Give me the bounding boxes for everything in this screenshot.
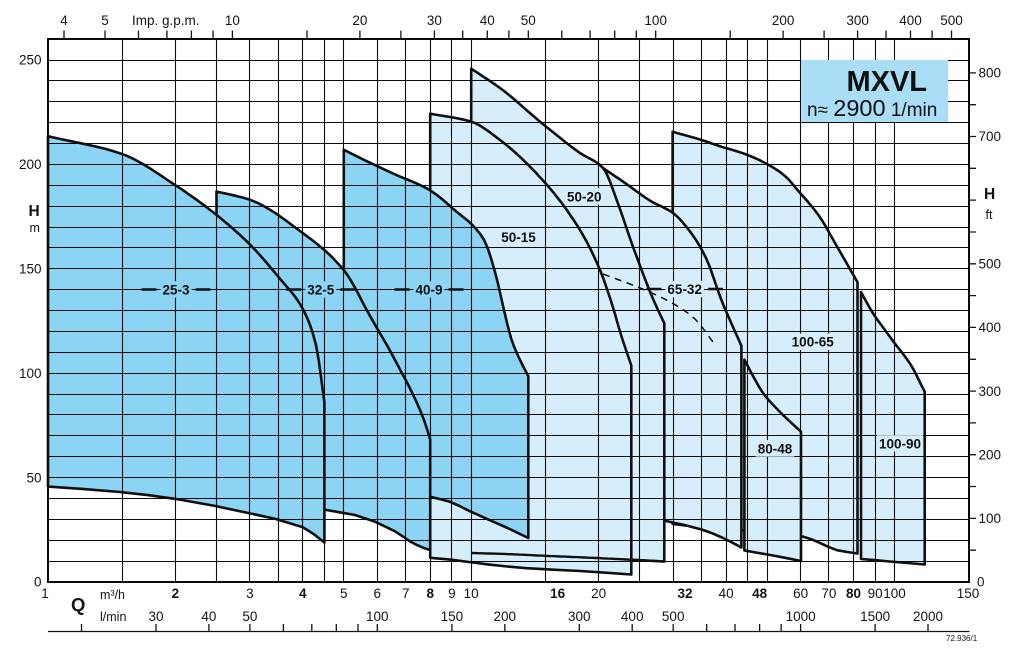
- svg-text:400: 400: [979, 320, 1002, 335]
- svg-text:500: 500: [940, 13, 963, 28]
- svg-text:500: 500: [662, 609, 685, 624]
- svg-text:200: 200: [772, 13, 795, 28]
- svg-text:4: 4: [299, 586, 307, 601]
- svg-text:Q: Q: [71, 594, 85, 615]
- svg-text:90: 90: [868, 586, 883, 601]
- svg-text:5: 5: [101, 13, 109, 28]
- svg-text:150: 150: [957, 586, 980, 601]
- svg-text:80-48: 80-48: [758, 441, 793, 456]
- svg-text:1000: 1000: [786, 609, 816, 624]
- svg-text:l/min: l/min: [100, 610, 126, 624]
- svg-text:m: m: [30, 221, 40, 235]
- svg-text:300: 300: [979, 384, 1002, 399]
- svg-text:50-20: 50-20: [567, 189, 602, 204]
- svg-text:50: 50: [26, 470, 41, 485]
- svg-text:40-9: 40-9: [415, 282, 442, 297]
- svg-text:100-65: 100-65: [792, 335, 835, 350]
- svg-text:30: 30: [148, 609, 163, 624]
- svg-text:16: 16: [550, 586, 566, 601]
- svg-text:ft: ft: [986, 208, 993, 222]
- svg-text:2: 2: [172, 586, 180, 601]
- svg-text:70: 70: [821, 586, 836, 601]
- svg-text:5: 5: [340, 586, 348, 601]
- svg-text:n≈ 2900 1/min: n≈ 2900 1/min: [807, 95, 937, 121]
- svg-text:MXVL: MXVL: [846, 66, 927, 98]
- svg-text:32-5: 32-5: [307, 282, 335, 297]
- svg-text:6: 6: [374, 586, 382, 601]
- svg-text:72.936/1: 72.936/1: [946, 634, 978, 643]
- svg-text:100: 100: [644, 13, 667, 28]
- svg-text:3: 3: [246, 586, 254, 601]
- svg-text:100-90: 100-90: [879, 436, 921, 451]
- svg-text:500: 500: [979, 257, 1002, 272]
- svg-text:200: 200: [19, 157, 42, 172]
- svg-text:1: 1: [41, 586, 49, 601]
- svg-text:8: 8: [426, 586, 434, 601]
- svg-text:48: 48: [752, 586, 768, 601]
- svg-text:10: 10: [464, 586, 479, 601]
- svg-text:65-32: 65-32: [667, 282, 702, 297]
- svg-text:H: H: [29, 203, 40, 220]
- svg-text:m³/h: m³/h: [100, 588, 125, 602]
- svg-text:2000: 2000: [913, 609, 943, 624]
- svg-text:1500: 1500: [860, 609, 890, 624]
- svg-text:H: H: [984, 186, 995, 203]
- svg-text:100: 100: [19, 366, 42, 381]
- svg-text:400: 400: [899, 13, 922, 28]
- svg-text:7: 7: [402, 586, 410, 601]
- svg-text:50: 50: [521, 13, 536, 28]
- svg-text:300: 300: [846, 13, 869, 28]
- svg-text:80: 80: [846, 586, 861, 601]
- svg-text:9: 9: [448, 586, 456, 601]
- svg-text:20: 20: [352, 13, 367, 28]
- svg-text:150: 150: [19, 262, 42, 277]
- svg-text:4: 4: [60, 13, 68, 28]
- svg-text:40: 40: [201, 609, 216, 624]
- svg-text:150: 150: [441, 609, 464, 624]
- svg-text:100: 100: [979, 511, 1002, 526]
- svg-text:50-15: 50-15: [501, 230, 536, 245]
- svg-text:200: 200: [979, 447, 1002, 462]
- svg-text:40: 40: [719, 586, 734, 601]
- svg-text:20: 20: [591, 586, 606, 601]
- svg-text:25-3: 25-3: [162, 282, 190, 297]
- svg-text:0: 0: [977, 575, 985, 590]
- svg-text:800: 800: [979, 66, 1002, 81]
- svg-text:100: 100: [883, 586, 906, 601]
- svg-text:32: 32: [677, 586, 692, 601]
- svg-text:300: 300: [568, 609, 591, 624]
- svg-text:100: 100: [366, 609, 389, 624]
- svg-text:Imp. g.p.m.: Imp. g.p.m.: [132, 13, 200, 28]
- svg-text:250: 250: [19, 53, 42, 68]
- svg-text:30: 30: [427, 13, 442, 28]
- svg-text:700: 700: [979, 129, 1002, 144]
- svg-text:400: 400: [621, 609, 644, 624]
- svg-text:0: 0: [34, 575, 42, 590]
- svg-text:60: 60: [793, 586, 808, 601]
- svg-text:50: 50: [242, 609, 257, 624]
- svg-text:10: 10: [225, 13, 240, 28]
- svg-text:200: 200: [494, 609, 517, 624]
- svg-text:40: 40: [480, 13, 495, 28]
